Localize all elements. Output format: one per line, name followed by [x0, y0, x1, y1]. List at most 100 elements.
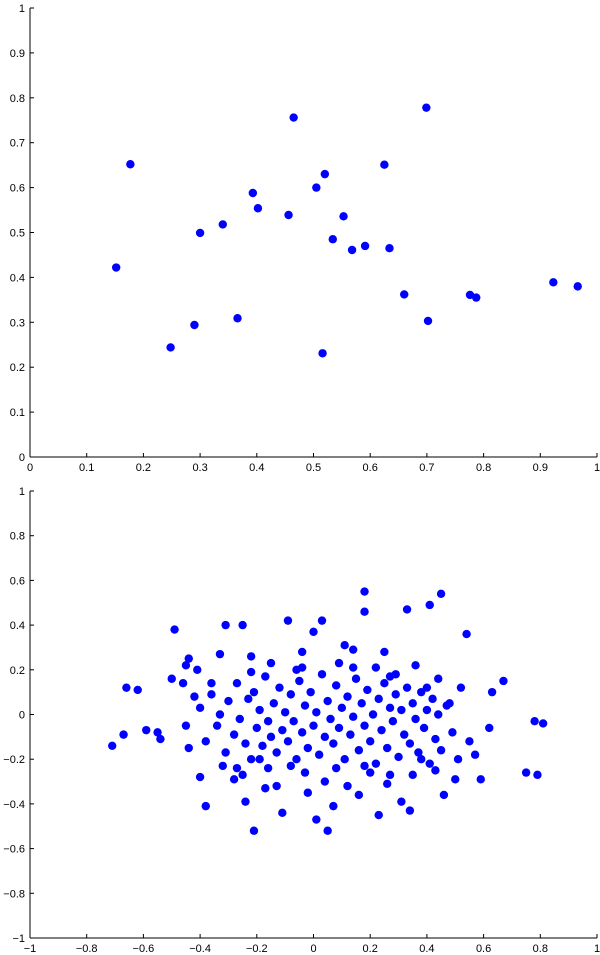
data-point: [297, 728, 307, 737]
data-point: [269, 699, 279, 708]
data-point: [340, 755, 349, 764]
data-point: [266, 732, 276, 742]
x-tick-label: −0.2: [246, 943, 268, 955]
data-point: [303, 743, 313, 753]
data-point: [331, 763, 341, 773]
data-point: [385, 770, 395, 780]
x-tick-label: −1: [24, 943, 37, 955]
data-point: [320, 732, 330, 742]
data-point: [388, 717, 398, 726]
data-point: [428, 694, 437, 704]
data-point: [363, 685, 372, 695]
data-point: [320, 169, 330, 179]
data-point: [436, 746, 446, 755]
data-point: [195, 772, 205, 782]
x-tick-label: 0.6: [363, 462, 378, 474]
x-tick-label: 0.3: [192, 462, 207, 474]
scatter-chart-bottom: −1 −0.8 −0.6 −0.4 −0.2 0 0.2 0.4 0.6 0.8 1 −1 −0.8 −…: [3, 486, 600, 955]
data-point: [184, 743, 193, 753]
data-point: [207, 679, 216, 688]
data-point: [212, 721, 222, 730]
data-point: [400, 290, 409, 299]
data-point: [394, 752, 403, 762]
data-point: [385, 244, 394, 253]
data-point: [380, 160, 389, 169]
data-point: [323, 696, 332, 706]
data-point: [283, 737, 293, 746]
data-point: [326, 714, 335, 724]
data-point: [278, 808, 287, 818]
data-point: [348, 645, 358, 654]
x-tick-labels-bottom: −1 −0.8 −0.6 −0.4 −0.2 0 0.2 0.4 0.6 0.8 1: [24, 943, 600, 955]
y-tick-labels-top: 0 0.1 0.2 0.3 0.4 0.5 0.6 0.7 0.8 0.9 1: [10, 3, 25, 464]
data-point: [221, 748, 230, 757]
data-point: [397, 797, 406, 806]
data-point: [181, 721, 191, 730]
data-point: [499, 676, 508, 686]
data-point: [453, 755, 463, 764]
data-point: [533, 770, 542, 780]
y-tick-label: −0.8: [3, 888, 25, 900]
x-tick-label: 0.1: [79, 462, 94, 474]
data-point: [331, 681, 341, 690]
data-point: [348, 663, 358, 672]
y-tick-label: −0.2: [3, 754, 25, 766]
data-point: [439, 790, 449, 800]
data-point: [278, 725, 287, 735]
data-point: [402, 605, 412, 614]
data-point: [339, 212, 348, 221]
data-point: [280, 708, 290, 717]
data-point: [207, 690, 216, 699]
y-tick-label: 0.8: [10, 93, 25, 105]
y-tick-label: 0.5: [10, 228, 25, 240]
data-point: [246, 755, 256, 764]
data-point: [255, 755, 264, 764]
data-point: [573, 282, 582, 291]
data-point: [538, 719, 548, 728]
data-point: [366, 737, 375, 746]
data-point: [156, 734, 165, 744]
data-point: [229, 730, 239, 739]
y-tick-label: 0.4: [10, 620, 25, 632]
data-point: [343, 781, 352, 791]
data-point: [380, 647, 389, 657]
data-point: [289, 113, 298, 122]
data-point: [549, 278, 558, 287]
y-tick-label: −0.4: [3, 799, 25, 811]
data-point: [314, 750, 324, 759]
data-point: [300, 701, 310, 710]
x-tick-label: −0.6: [133, 943, 155, 955]
data-point: [201, 801, 210, 811]
x-tick-labels-top: 0 0.1 0.2 0.3 0.4 0.5 0.6 0.7 0.8 0.9 1: [27, 462, 600, 474]
data-point: [417, 755, 426, 764]
data-point: [312, 815, 321, 824]
data-point: [402, 683, 412, 692]
x-tick-label: 1: [594, 462, 600, 474]
data-point: [348, 712, 358, 721]
data-point: [241, 797, 250, 806]
data-point: [166, 343, 175, 352]
data-point: [261, 784, 270, 793]
data-point: [371, 663, 381, 672]
y-tick-label: 0.6: [10, 575, 25, 587]
data-point: [300, 768, 310, 777]
data-point: [181, 661, 191, 670]
data-point: [323, 826, 332, 835]
y-tick-label: 0: [19, 710, 25, 722]
data-point: [414, 748, 423, 757]
data-point: [184, 654, 193, 663]
data-point: [328, 235, 337, 244]
data-point: [334, 658, 344, 668]
axes-bottom: [29, 490, 598, 939]
data-point: [275, 683, 284, 692]
y-tick-label: 0.4: [10, 272, 25, 284]
data-point: [521, 768, 531, 777]
data-point: [306, 687, 315, 697]
data-point: [360, 607, 369, 616]
data-point: [253, 204, 263, 213]
data-point: [436, 589, 446, 599]
data-point: [224, 696, 233, 706]
data-point: [485, 723, 494, 733]
data-point: [422, 683, 432, 692]
data-point: [238, 620, 247, 630]
